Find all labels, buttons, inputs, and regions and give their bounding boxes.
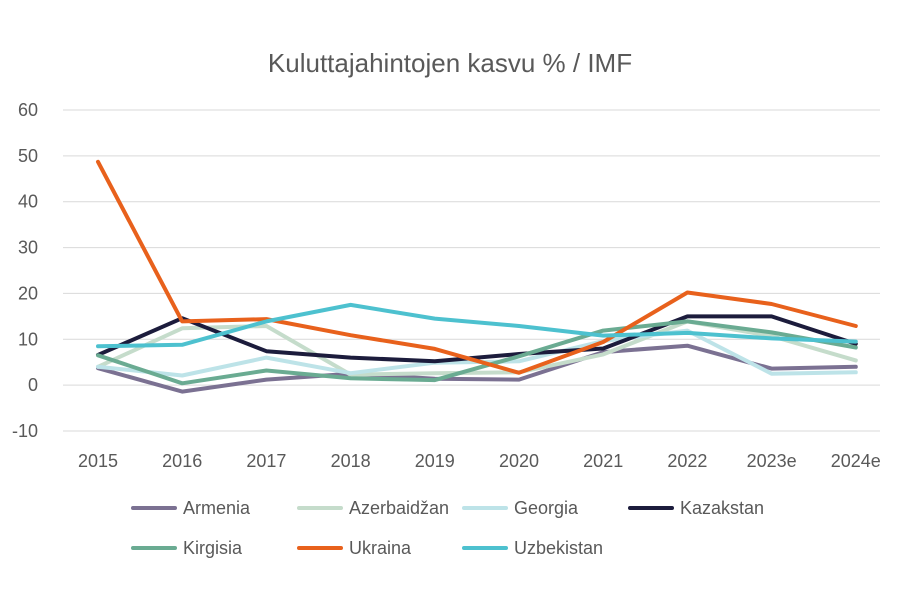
legend-label: Kazakstan <box>680 498 764 518</box>
legend-label: Kirgisia <box>183 538 243 558</box>
series-lines <box>96 159 858 394</box>
x-tick-label: 2018 <box>331 451 371 471</box>
chart-title: Kuluttajahintojen kasvu % / IMF <box>268 48 632 78</box>
legend-label: Azerbaidžan <box>349 498 449 518</box>
legend-item-uzbekistan: Uzbekistan <box>462 538 603 558</box>
series-line-kirgisia <box>96 319 858 386</box>
legend-item-azerbaidzan: Azerbaidžan <box>297 498 449 518</box>
x-tick-label: 2016 <box>162 451 202 471</box>
y-tick-label: 30 <box>18 238 38 258</box>
legend-label: Ukraina <box>349 538 412 558</box>
x-axis-ticks: 2015 2016 2017 2018 2019 2020 2021 2022 2023e 202… <box>78 451 881 471</box>
y-tick-label: 40 <box>18 192 38 212</box>
y-tick-label: 20 <box>18 283 38 303</box>
legend-item-kazakstan: Kazakstan <box>628 498 764 518</box>
x-tick-label: 2022 <box>667 451 707 471</box>
x-tick-label: 2015 <box>78 451 118 471</box>
x-tick-label: 2021 <box>583 451 623 471</box>
legend-label: Uzbekistan <box>514 538 603 558</box>
legend-item-georgia: Georgia <box>462 498 579 518</box>
x-tick-label: 2019 <box>415 451 455 471</box>
y-tick-label: -10 <box>12 421 38 441</box>
legend-item-armenia: Armenia <box>131 498 251 518</box>
y-axis-ticks: 60 50 40 30 20 10 0 -10 <box>12 100 38 441</box>
y-tick-label: 60 <box>18 100 38 120</box>
legend-item-ukraina: Ukraina <box>297 538 412 558</box>
legend-label: Armenia <box>183 498 251 518</box>
y-tick-label: 0 <box>28 375 38 395</box>
legend-item-kirgisia: Kirgisia <box>131 538 243 558</box>
y-tick-label: 10 <box>18 329 38 349</box>
legend: Armenia Azerbaidžan Georgia Kazakstan Kirgis… <box>131 498 764 558</box>
x-tick-label: 2024e <box>831 451 881 471</box>
x-tick-label: 2020 <box>499 451 539 471</box>
series-line-armenia <box>96 343 858 394</box>
y-tick-label: 50 <box>18 146 38 166</box>
series-line-uzbekistan <box>96 302 858 349</box>
legend-label: Georgia <box>514 498 579 518</box>
x-tick-label: 2017 <box>246 451 286 471</box>
x-tick-label: 2023e <box>747 451 797 471</box>
series-line-ukraina <box>96 159 858 375</box>
